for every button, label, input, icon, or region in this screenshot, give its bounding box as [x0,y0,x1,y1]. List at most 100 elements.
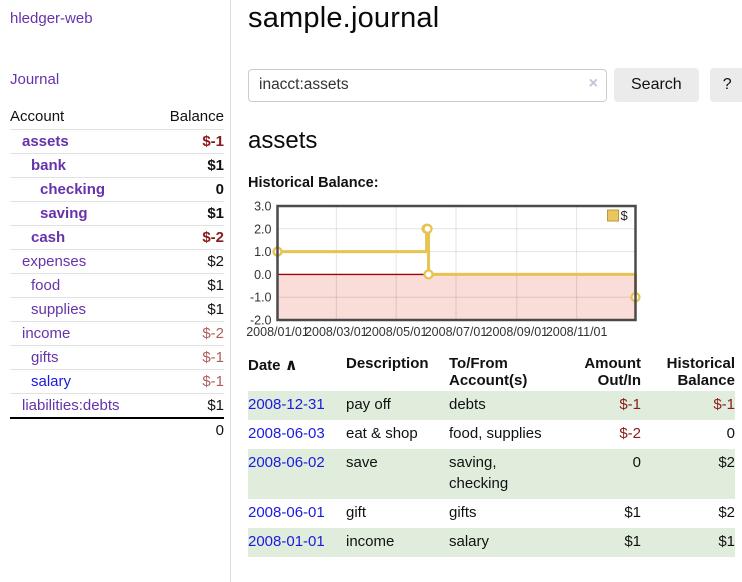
account-balance: 0 [215,181,224,198]
date-header-label: Date [248,357,281,374]
svg-text:2008/03/01: 2008/03/01 [305,325,368,339]
svg-text:-2.0: -2.0 [250,314,272,328]
account-link[interactable]: expenses [22,253,87,270]
svg-text:2008/09/01: 2008/09/01 [486,325,549,339]
account-balance: $2 [207,253,224,270]
register-header-amount: Amount Out/In [584,355,641,389]
transaction-accounts: gifts [449,504,477,521]
transaction-balance: 0 [726,424,735,442]
sidebar-item-journal[interactable]: Journal [10,71,60,88]
svg-text:-1.0: -1.0 [250,291,272,305]
accounts-header-balance: Balance [169,108,224,125]
svg-text:1.0: 1.0 [254,245,271,259]
transaction-amount: $1 [624,532,641,550]
account-link[interactable]: bank [31,157,67,174]
register-header-balance: Historical Balance [666,355,735,389]
transaction-date-link[interactable]: 2008-06-02 [248,453,325,471]
search-input-wrap: × [248,68,607,102]
register-header-accounts: To/From Account(s) [449,355,528,389]
account-link[interactable]: assets [22,133,69,150]
accounts-total-row: 0 [10,418,224,442]
chart-title: Historical Balance: [248,175,379,191]
transaction-accounts: debts [449,396,486,413]
transaction-date-link[interactable]: 2008-12-31 [248,396,325,413]
account-row: expenses $2 [10,249,224,274]
account-row: income $-2 [10,321,224,346]
transaction-amount: 0 [632,453,641,471]
app-brand-link[interactable]: hledger-web [10,10,93,27]
account-row: saving $1 [10,201,224,226]
account-row: gifts $-1 [10,345,224,370]
search-bar: × Search ? [248,68,742,102]
account-row: cash $-2 [10,225,224,250]
accounts-header-account: Account [10,108,65,125]
transaction-description: gift [346,504,367,521]
account-balance: $-1 [202,133,224,150]
transaction-accounts: saving, checking [449,453,509,493]
transaction-row[interactable]: 2008-06-02 save saving, checking 0 $2 [248,448,735,499]
account-link[interactable]: food [31,277,61,294]
transaction-date-link[interactable]: 2008-06-03 [248,424,325,442]
transaction-accounts: salary [449,532,490,550]
search-button[interactable]: Search [614,68,699,102]
account-balance: $-1 [202,373,224,390]
clear-search-icon[interactable]: × [588,74,598,92]
account-row: salary $-1 [10,369,224,394]
transaction-row[interactable]: 2008-06-01 gift gifts $1 $2 [248,499,735,528]
transaction-description: save [346,453,378,471]
svg-text:0.0: 0.0 [254,268,271,282]
account-row: food $1 [10,273,224,298]
account-link[interactable]: supplies [31,301,87,318]
account-link[interactable]: cash [31,229,66,246]
svg-text:3.0: 3.0 [254,200,271,214]
transaction-balance: $1 [718,532,735,550]
account-link[interactable]: liabilities:debts [22,397,120,414]
transaction-amount: $1 [624,504,641,521]
register-header-description: Description [346,355,429,372]
register-table: Date ∧ Description To/From Account(s) Am… [248,354,735,557]
transaction-amount: $-1 [619,396,641,413]
search-input[interactable] [248,68,607,102]
balance-chart: $3.0 2.0 1.0 0.0 -1.0 -2.0 2008/01/01 2008/03/0… [246,200,742,341]
transaction-accounts: food, supplies [449,424,542,442]
account-balance: $1 [207,277,224,294]
account-link[interactable]: saving [40,205,88,222]
transaction-balance: $-1 [713,396,735,413]
account-row: assets $-1 [10,129,224,154]
accounts-table-header: Account Balance [10,105,224,130]
main-content: sample.journal × Search ? assets Histori… [231,0,742,582]
transaction-row[interactable]: 2008-12-31 pay off debts $-1 $-1 [248,391,735,420]
account-balance: $-1 [202,349,224,366]
transaction-date-link[interactable]: 2008-06-01 [248,504,325,521]
account-balance: $-2 [202,229,224,246]
transaction-date-link[interactable]: 2008-01-01 [248,532,325,550]
balance-chart-svg: $3.0 2.0 1.0 0.0 -1.0 -2.02008/01/012008/03/0… [246,200,641,339]
help-button[interactable]: ? [709,68,742,102]
svg-text:2008/01/01: 2008/01/01 [246,325,309,339]
account-row: liabilities:debts $1 [10,393,224,419]
register-header-row: Date ∧ Description To/From Account(s) Am… [248,354,735,391]
accounts-table-body: assets $-1 bank $1 checking 0 saving $1 cash $-2 e… [10,129,224,419]
account-link[interactable]: gifts [31,349,59,366]
svg-text:2008/07/01: 2008/07/01 [425,325,488,339]
accounts-table: Account Balance assets $-1 bank $1 checking 0… [10,105,224,442]
sidebar: hledger-web Journal Account Balance asse… [0,0,231,582]
account-link[interactable]: checking [40,181,106,198]
transaction-description: pay off [346,396,391,413]
account-link[interactable]: income [22,325,71,342]
transaction-row[interactable]: 2008-01-01 income salary $1 $1 [248,527,735,557]
account-balance: $1 [207,157,224,174]
svg-text:2008/05/01: 2008/05/01 [365,325,428,339]
transaction-description: eat & shop [346,424,418,442]
transaction-row[interactable]: 2008-06-03 eat & shop food, supplies $-2 0 [248,420,735,449]
account-balance: $1 [207,397,224,414]
account-row: bank $1 [10,153,224,178]
svg-text:2.0: 2.0 [254,222,271,236]
account-heading: assets [248,127,318,154]
account-row: checking 0 [10,177,224,202]
transaction-balance: $2 [718,453,735,471]
register-header-date[interactable]: Date ∧ [248,354,346,391]
account-link[interactable]: salary [31,373,72,390]
accounts-total-value: 0 [215,422,224,439]
